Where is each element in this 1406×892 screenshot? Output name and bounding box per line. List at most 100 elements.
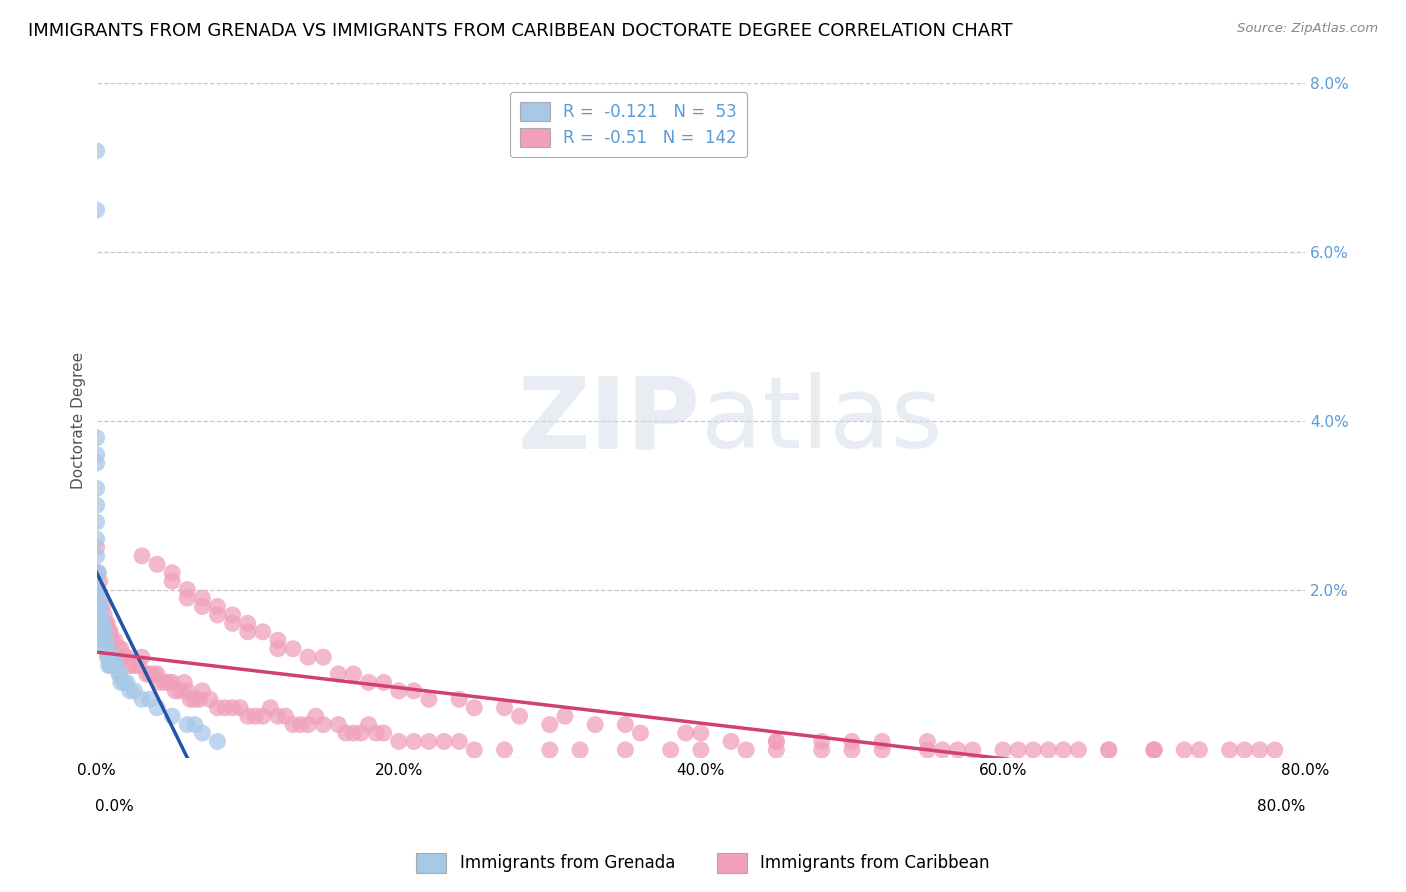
Point: [108, 667, 131, 681]
Point: [86, 498, 108, 512]
Point: [160, 574, 183, 589]
Point: [179, 692, 201, 706]
Point: [100, 633, 122, 648]
Point: [917, 734, 939, 748]
Point: [720, 734, 742, 748]
Point: [86, 482, 108, 496]
Point: [86, 144, 108, 158]
Point: [124, 684, 146, 698]
Point: [221, 616, 243, 631]
Point: [146, 667, 169, 681]
Point: [433, 734, 456, 748]
Point: [297, 650, 319, 665]
Point: [176, 591, 198, 605]
Point: [98, 658, 121, 673]
Point: [281, 717, 304, 731]
Point: [1264, 743, 1286, 757]
Point: [841, 743, 863, 757]
Point: [96, 641, 118, 656]
Point: [350, 726, 373, 740]
Point: [157, 675, 180, 690]
Point: [94, 616, 117, 631]
Point: [388, 684, 411, 698]
Point: [614, 743, 637, 757]
Point: [90, 616, 112, 631]
Point: [659, 743, 682, 757]
Point: [252, 709, 274, 723]
Point: [1007, 743, 1029, 757]
Point: [735, 743, 758, 757]
Point: [188, 692, 211, 706]
Point: [96, 650, 118, 665]
Point: [236, 616, 259, 631]
Point: [221, 607, 243, 622]
Point: [86, 448, 108, 462]
Point: [538, 743, 561, 757]
Point: [569, 743, 592, 757]
Point: [991, 743, 1014, 757]
Point: [86, 633, 108, 648]
Point: [402, 734, 425, 748]
Point: [87, 566, 110, 580]
Point: [112, 675, 135, 690]
Text: ZIP: ZIP: [517, 372, 700, 469]
Point: [259, 700, 281, 714]
Point: [207, 607, 229, 622]
Point: [86, 566, 108, 580]
Point: [86, 566, 108, 580]
Point: [1219, 743, 1241, 757]
Point: [87, 591, 110, 605]
Point: [131, 549, 153, 563]
Point: [1233, 743, 1256, 757]
Point: [146, 700, 169, 714]
Point: [86, 541, 108, 555]
Point: [176, 684, 198, 698]
Y-axis label: Doctorate Degree: Doctorate Degree: [72, 352, 86, 490]
Point: [418, 692, 440, 706]
Point: [104, 658, 127, 673]
Point: [94, 633, 117, 648]
Point: [252, 624, 274, 639]
Point: [86, 599, 108, 614]
Point: [614, 717, 637, 731]
Point: [1038, 743, 1060, 757]
Point: [89, 574, 111, 589]
Point: [118, 658, 141, 673]
Point: [765, 734, 787, 748]
Point: [97, 650, 120, 665]
Point: [221, 700, 243, 714]
Point: [207, 734, 229, 748]
Point: [962, 743, 984, 757]
Point: [160, 566, 183, 580]
Point: [91, 624, 114, 639]
Point: [94, 641, 117, 656]
Point: [105, 658, 128, 673]
Point: [100, 650, 122, 665]
Point: [96, 616, 118, 631]
Point: [108, 667, 131, 681]
Point: [1249, 743, 1271, 757]
Point: [357, 717, 380, 731]
Point: [191, 684, 214, 698]
Point: [765, 734, 787, 748]
Point: [509, 709, 531, 723]
Point: [176, 582, 198, 597]
Point: [160, 709, 183, 723]
Point: [463, 700, 485, 714]
Point: [402, 684, 425, 698]
Point: [274, 709, 297, 723]
Point: [191, 726, 214, 740]
Point: [191, 591, 214, 605]
Point: [153, 675, 176, 690]
Point: [86, 431, 108, 445]
Point: [357, 675, 380, 690]
Point: [373, 675, 395, 690]
Point: [112, 650, 135, 665]
Point: [290, 717, 312, 731]
Point: [366, 726, 388, 740]
Point: [191, 599, 214, 614]
Point: [86, 515, 108, 529]
Point: [90, 607, 112, 622]
Point: [931, 743, 953, 757]
Point: [165, 684, 187, 698]
